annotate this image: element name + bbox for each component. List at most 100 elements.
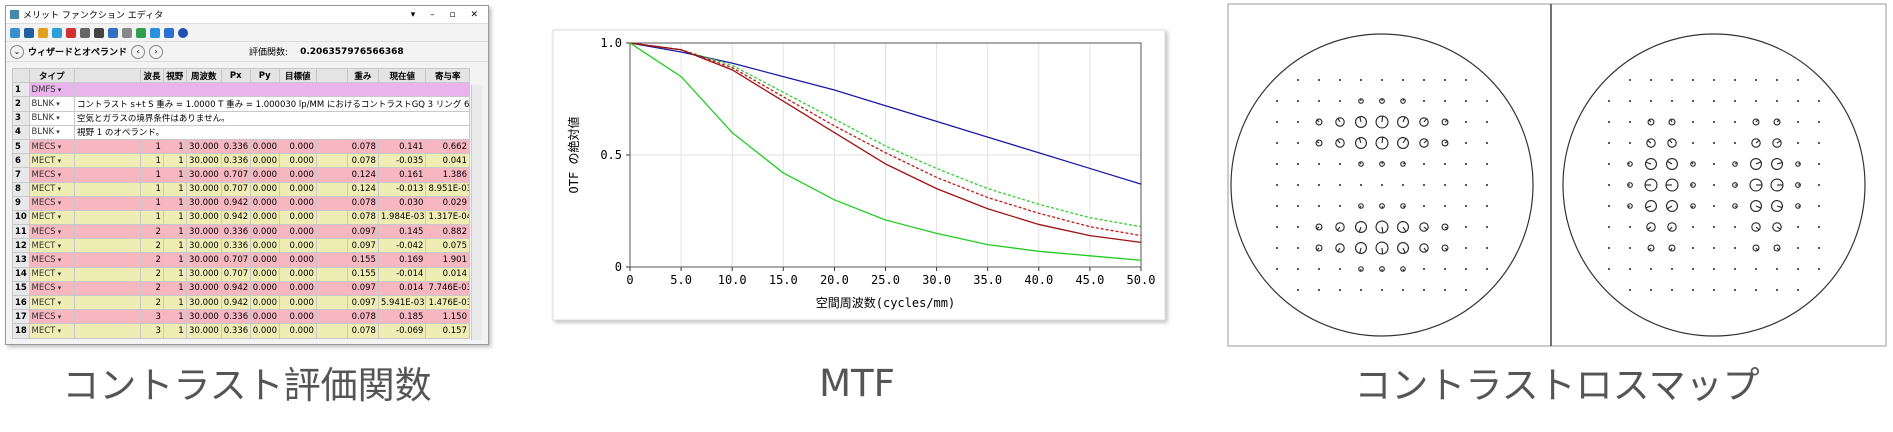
map-vector xyxy=(1381,205,1384,209)
cell: 2 xyxy=(140,280,164,297)
tool-icon[interactable] xyxy=(80,27,90,38)
cell: 0.078 xyxy=(346,138,379,155)
map-marker xyxy=(1397,242,1409,254)
map-dot xyxy=(1650,79,1652,81)
x-tick-label: 15.0 xyxy=(769,273,798,287)
map-dot xyxy=(1671,100,1673,102)
map-dot xyxy=(1797,121,1799,123)
map-dot xyxy=(1339,205,1341,207)
operand-type[interactable]: MECS xyxy=(28,280,76,297)
map-dot xyxy=(1734,142,1736,144)
map-vector xyxy=(1402,98,1405,102)
cell: 0.942 xyxy=(220,280,251,297)
cell xyxy=(74,309,142,325)
operand-type[interactable]: MECT xyxy=(28,294,76,311)
operand-type[interactable]: BLNK xyxy=(28,124,76,140)
operand-type[interactable]: MECS xyxy=(28,252,76,268)
map-dot xyxy=(1465,121,1467,123)
wizard-label[interactable]: ウィザードとオペランド xyxy=(28,48,128,58)
cell: 0.014 xyxy=(425,266,470,282)
cell: 0.000 xyxy=(278,238,317,254)
map-dot xyxy=(1318,100,1320,102)
cell: 0.124 xyxy=(346,181,379,197)
cell: 1 xyxy=(162,252,187,268)
prev-button[interactable]: ‹ xyxy=(131,44,146,59)
row-number: 10 xyxy=(12,209,30,226)
tool-icon[interactable] xyxy=(136,27,146,38)
map-dot xyxy=(1734,226,1736,228)
cell: 3 xyxy=(140,323,164,339)
cell: 0.707 xyxy=(220,167,251,183)
expand-button[interactable]: ⌄ xyxy=(10,44,24,59)
cell: 0.336 xyxy=(220,153,251,169)
operand-type[interactable]: MECT xyxy=(28,238,76,254)
map-dot xyxy=(1381,184,1383,186)
mtf-curve xyxy=(629,42,1142,237)
map-dot xyxy=(1318,268,1320,270)
operand-type[interactable]: MECT xyxy=(28,153,76,169)
map-dot xyxy=(1818,205,1820,207)
scrollbar[interactable] xyxy=(471,85,482,340)
map-dot xyxy=(1276,142,1278,144)
map-dot xyxy=(1734,268,1736,270)
cell: 8.951E-03 xyxy=(425,181,470,197)
map-dot xyxy=(1608,247,1610,249)
tool-icon[interactable] xyxy=(38,27,48,38)
map-dot xyxy=(1318,184,1320,186)
operand-type[interactable]: MECT xyxy=(28,323,76,339)
operand-type[interactable]: MECT xyxy=(28,181,76,197)
cell: 1 xyxy=(162,167,187,183)
cell: 0.000 xyxy=(249,138,280,155)
window-controls[interactable]: ▾ – ▫ ✕ xyxy=(410,9,484,20)
cell: 0.078 xyxy=(346,309,379,325)
map-dot xyxy=(1713,205,1715,207)
map-dot xyxy=(1629,289,1631,291)
map-dot xyxy=(1734,289,1736,291)
operand-type[interactable]: MECS xyxy=(28,138,76,155)
tool-icon[interactable] xyxy=(122,27,132,38)
tool-icon[interactable] xyxy=(24,27,34,38)
operand-type[interactable]: MECS xyxy=(28,195,76,211)
tool-icon[interactable] xyxy=(94,27,104,38)
caption: コントラストロスマップ xyxy=(1354,364,1760,407)
operand-type[interactable]: MECS xyxy=(28,224,76,240)
cell xyxy=(74,209,142,226)
cell: 0.185 xyxy=(377,309,427,325)
map-marker xyxy=(1400,203,1406,209)
next-button[interactable]: › xyxy=(149,44,164,59)
operand-type[interactable]: MECS xyxy=(28,309,76,325)
tool-icon[interactable] xyxy=(66,27,76,38)
operand-type[interactable]: MECS xyxy=(28,167,76,183)
map-dot xyxy=(1297,205,1299,207)
cell: 0.075 xyxy=(425,238,470,254)
tool-icon[interactable] xyxy=(108,27,118,38)
operand-type[interactable]: MECT xyxy=(28,209,76,226)
row-number: 4 xyxy=(12,124,30,140)
map-dot xyxy=(1776,100,1778,102)
map-vector xyxy=(1776,247,1780,251)
tool-icon[interactable] xyxy=(150,27,160,38)
tool-icon[interactable] xyxy=(164,27,174,38)
x-tick-label: 5.0 xyxy=(670,273,692,287)
map-dot xyxy=(1297,289,1299,291)
mtf-curve xyxy=(629,42,1142,185)
map-marker xyxy=(1749,178,1763,192)
map-marker xyxy=(1732,161,1738,167)
map-dot xyxy=(1755,100,1757,102)
operand-type[interactable]: DMFS xyxy=(28,82,76,98)
map-dot xyxy=(1276,163,1278,165)
map-dot xyxy=(1734,100,1736,102)
operand-type[interactable]: BLNK xyxy=(28,96,76,112)
header-cell: 現在値 xyxy=(377,67,427,84)
tool-icon[interactable] xyxy=(10,27,20,38)
tool-icon[interactable] xyxy=(178,27,188,38)
map-marker xyxy=(1355,137,1367,149)
tool-icon[interactable] xyxy=(52,27,62,38)
map-marker xyxy=(1647,244,1655,252)
map-marker xyxy=(1379,266,1385,272)
operand-type[interactable]: MECT xyxy=(28,266,76,282)
map-marker xyxy=(1419,243,1429,253)
comment: 空気とガラスの境界条件はありません。 xyxy=(74,110,470,126)
map-marker xyxy=(1771,200,1783,212)
operand-type[interactable]: BLNK xyxy=(28,110,76,126)
